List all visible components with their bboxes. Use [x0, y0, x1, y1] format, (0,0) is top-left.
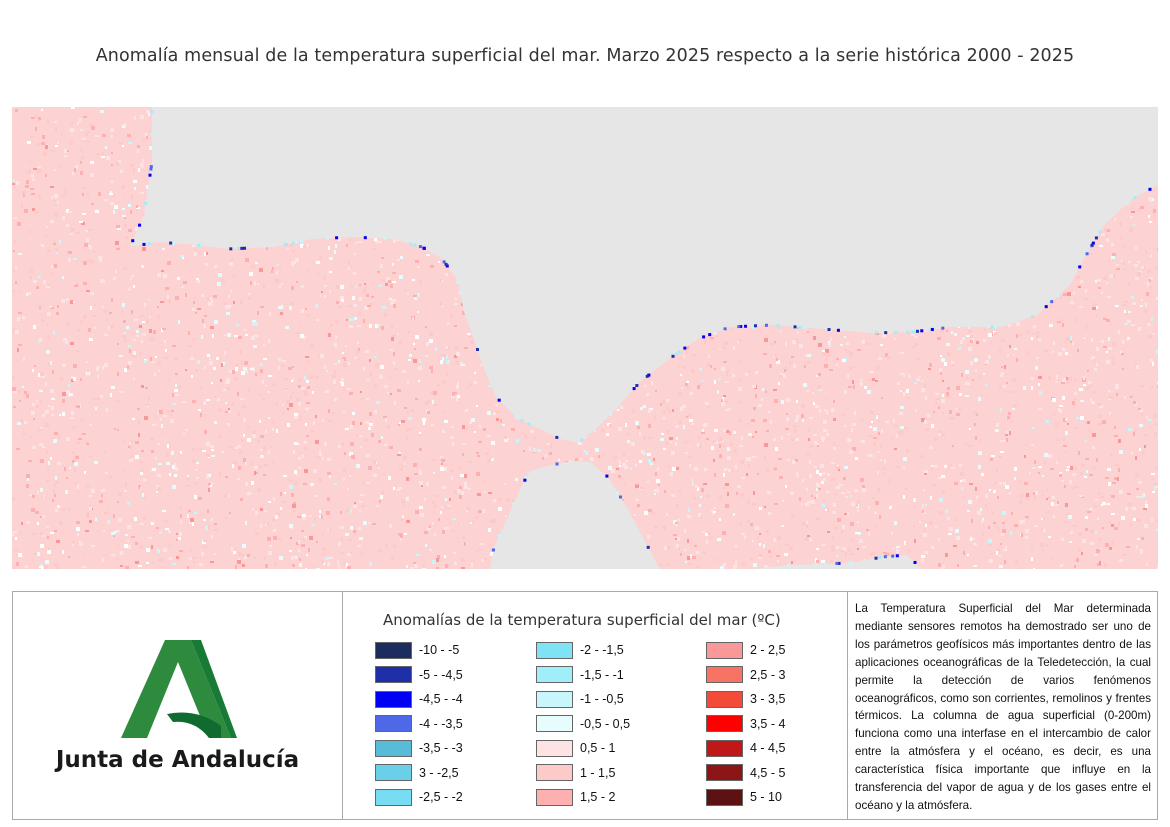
legend: Anomalías de la temperatura superficial …: [343, 592, 848, 819]
legend-swatch: [375, 788, 412, 806]
legend-swatch: [536, 715, 573, 733]
legend-label: 4 - 4,5: [750, 741, 786, 756]
legend-label: -1,5 - -1: [580, 667, 624, 682]
legend-swatch: [706, 764, 743, 782]
legend-label: 4,5 - 5: [750, 765, 786, 780]
legend-label: 3,5 - 4: [750, 716, 786, 731]
description-text: La Temperatura Superficial del Mar deter…: [855, 602, 1151, 812]
legend-item: -4,5 - -4: [375, 687, 463, 712]
legend-label: 2,5 - 3: [750, 667, 786, 682]
legend-item: -5 - -4,5: [375, 663, 463, 688]
legend-swatch: [536, 764, 573, 782]
legend-label: -0,5 - 0,5: [580, 716, 631, 731]
legend-swatch: [375, 666, 412, 684]
legend-label: -4 - -3,5: [419, 716, 463, 731]
legend-swatch: [706, 739, 743, 757]
coastline-cold-pixels: [131, 110, 1152, 567]
legend-item: 4,5 - 5: [706, 761, 785, 786]
legend-swatch: [706, 715, 743, 733]
legend-column: 2 - 2,5 2,5 - 3 3 - 3,5 3,5 - 4 4 - 4,5 …: [706, 638, 785, 810]
legend-swatch: [706, 690, 743, 708]
legend-swatch: [706, 788, 743, 806]
legend-column: -2 - -1,5 -1,5 - -1 -1 - -0,5 -0,5 - 0,5…: [536, 638, 630, 810]
legend-panel: Junta de Andalucía Anomalías de la tempe…: [12, 591, 1158, 820]
legend-label: 3 - 3,5: [750, 692, 786, 707]
legend-swatch: [536, 788, 573, 806]
legend-item: 0,5 - 1: [536, 736, 630, 761]
legend-item: -1 - -0,5: [536, 687, 630, 712]
legend-swatch: [536, 666, 573, 684]
legend-item: -2,5 - -2: [375, 785, 463, 810]
legend-label: 3 - -2,5: [419, 765, 459, 780]
legend-swatch: [375, 764, 412, 782]
legend-item: -0,5 - 0,5: [536, 712, 630, 737]
legend-label: -4,5 - -4: [419, 692, 463, 707]
legend-item: 4 - 4,5: [706, 736, 785, 761]
legend-item: 2 - 2,5: [706, 638, 785, 663]
legend-swatch: [536, 641, 573, 659]
legend-swatch: [706, 641, 743, 659]
legend-label: -2 - -1,5: [580, 643, 624, 658]
legend-label: 5 - 10: [750, 790, 782, 805]
legend-label: 1,5 - 2: [580, 790, 616, 805]
legend-swatch: [375, 715, 412, 733]
legend-item: 1,5 - 2: [536, 785, 630, 810]
sst-anomaly-map: [12, 107, 1158, 569]
legend-item: -10 - -5: [375, 638, 463, 663]
legend-label: 0,5 - 1: [580, 741, 616, 756]
logo-area: Junta de Andalucía: [13, 592, 343, 819]
legend-item: 3,5 - 4: [706, 712, 785, 737]
legend-swatch: [536, 690, 573, 708]
legend-item: -3,5 - -3: [375, 736, 463, 761]
legend-item: 5 - 10: [706, 785, 785, 810]
legend-item: 1 - 1,5: [536, 761, 630, 786]
legend-swatch: [706, 666, 743, 684]
legend-label: -3,5 - -3: [419, 741, 463, 756]
legend-label: -5 - -4,5: [419, 667, 463, 682]
legend-label: -10 - -5: [419, 643, 460, 658]
legend-swatch: [375, 739, 412, 757]
legend-column: -10 - -5 -5 - -4,5 -4,5 - -4 -4 - -3,5 -…: [375, 638, 463, 810]
legend-swatch: [375, 641, 412, 659]
legend-item: -4 - -3,5: [375, 712, 463, 737]
legend-swatch: [375, 690, 412, 708]
page-title: Anomalía mensual de la temperatura super…: [95, 46, 1075, 66]
legend-swatch: [536, 739, 573, 757]
legend-title: Anomalías de la temperatura superficial …: [383, 611, 781, 629]
legend-item: 3 - -2,5: [375, 761, 463, 786]
legend-label: -1 - -0,5: [580, 692, 624, 707]
legend-item: -2 - -1,5: [536, 638, 630, 663]
legend-item: 3 - 3,5: [706, 687, 785, 712]
logo-text: Junta de Andalucía: [55, 747, 300, 773]
junta-andalucia-logo-icon: [121, 640, 237, 738]
legend-label: 2 - 2,5: [750, 643, 786, 658]
legend-item: -1,5 - -1: [536, 663, 630, 688]
legend-label: 1 - 1,5: [580, 765, 616, 780]
legend-item: 2,5 - 3: [706, 663, 785, 688]
legend-label: -2,5 - -2: [419, 790, 463, 805]
